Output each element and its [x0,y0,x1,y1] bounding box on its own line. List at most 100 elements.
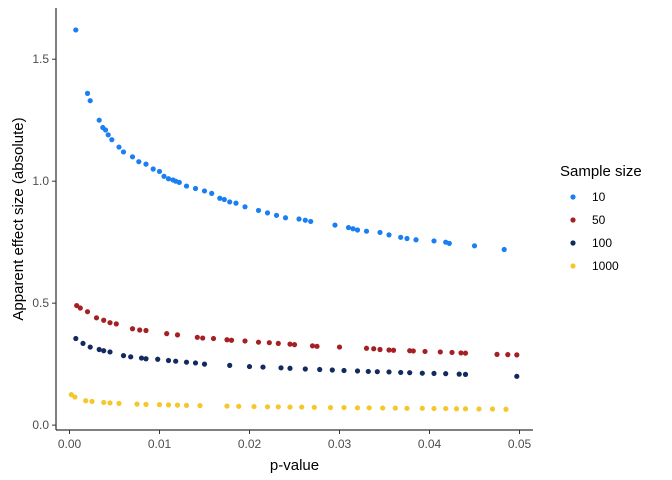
legend-key [570,194,576,200]
data-point [514,373,520,379]
data-point [128,354,134,360]
data-point [242,338,248,344]
data-point [332,222,338,228]
data-point [404,235,410,242]
data-point [489,406,496,412]
series-1000 [68,392,509,412]
data-point [365,368,371,375]
data-point [329,367,335,373]
legend-label: 1000 [592,259,619,273]
data-point [101,348,107,354]
data-point [116,144,122,150]
data-point [109,137,115,143]
data-point [476,406,482,412]
data-point [505,352,511,358]
data-point [287,365,293,371]
data-point [101,399,107,406]
data-point [129,326,136,332]
x-tick-label: 0.04 [418,437,442,451]
data-point [116,400,122,407]
y-tick-label: 1.0 [32,174,49,188]
data-point [398,234,404,240]
data-point [150,166,156,172]
series-10 [73,27,507,253]
data-point [458,350,464,356]
series-100 [73,335,520,379]
data-point [341,367,347,374]
data-point [278,365,284,371]
data-point [311,404,317,410]
data-point [446,240,452,246]
data-point [83,398,89,404]
data-point [129,154,136,160]
data-point [264,404,271,410]
x-tick-label: 0.00 [58,437,82,451]
legend-title: Sample size [560,163,642,180]
data-point [413,237,419,243]
data-point [176,179,182,186]
data-point [183,183,190,189]
data-point [282,215,289,221]
data-point [308,218,314,225]
data-point [386,347,392,353]
data-point [514,352,520,358]
data-point [96,346,102,353]
data-point [345,224,352,231]
data-point [192,185,199,192]
data-point [120,149,127,155]
data-point [113,321,119,327]
data-point [431,405,437,412]
data-point [314,343,320,349]
x-tick-label: 0.02 [238,437,262,451]
data-point [407,370,413,376]
data-point [431,370,437,377]
data-point [419,370,425,376]
data-point [174,402,181,408]
data-point [224,337,230,343]
legend-key [570,240,576,246]
data-point [437,349,443,355]
legend-key [570,217,576,223]
data-point [107,400,113,406]
data-point [221,196,227,203]
data-point [275,340,281,347]
data-point [194,334,200,340]
data-point [183,402,190,408]
data-point [96,117,102,123]
data-point [462,350,469,356]
x-tick-label: 0.01 [148,437,172,451]
data-point [371,346,377,352]
data-point [449,349,455,356]
data-point [134,401,140,407]
data-point [165,357,172,364]
data-point [84,309,91,315]
data-point [164,331,170,337]
data-point [156,402,163,408]
y-ticks: 0.0 0.5 1.0 1.5 [32,52,56,432]
data-point [410,348,416,354]
data-point [251,403,257,410]
data-point [453,406,460,412]
data-point [354,227,361,233]
data-point [224,403,230,409]
x-tick-label: 0.03 [328,437,352,451]
data-point [255,207,262,214]
data-point [380,405,386,411]
data-point [72,394,78,400]
axes: 0.00 0.01 0.02 0.03 0.04 0.05 0.0 0.5 1.0 1.5 [32,8,533,451]
data-point [309,343,316,349]
data-point [120,353,127,359]
data-point [89,398,95,405]
data-point [341,404,347,411]
legend-label: 50 [592,213,606,227]
data-point [165,402,172,408]
legend-label: 100 [592,236,612,250]
data-point [443,371,449,377]
data-point [462,371,469,377]
data-point [173,358,179,364]
data-point [350,226,356,232]
data-point [197,403,203,409]
data-point [354,368,361,374]
